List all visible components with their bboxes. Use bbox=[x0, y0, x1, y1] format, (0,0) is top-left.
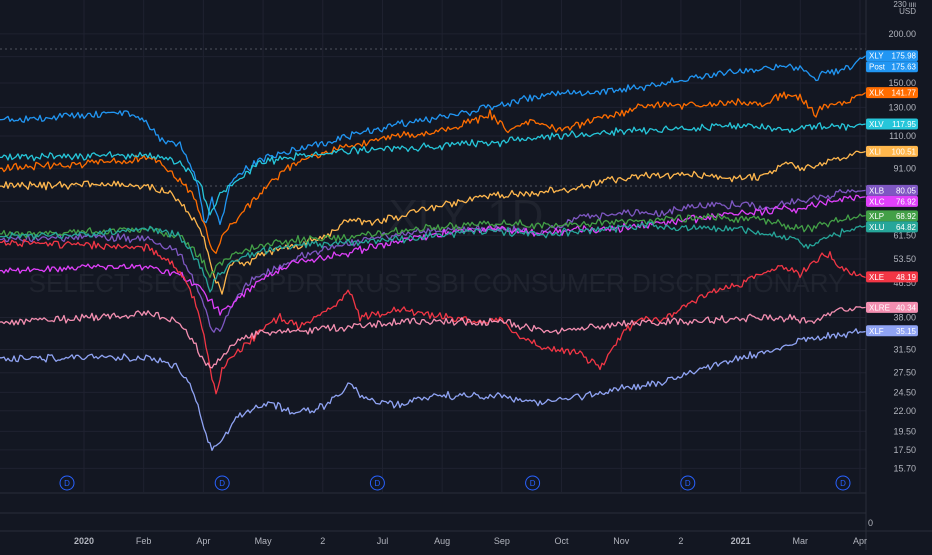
price-tick-label: 24.50 bbox=[893, 387, 916, 397]
time-tick-label: 2021 bbox=[731, 536, 751, 546]
last-value-label-value: 80.05 bbox=[896, 186, 917, 195]
last-value-label-name: XLF bbox=[869, 327, 884, 336]
last-value-label-name: XLP bbox=[869, 212, 884, 221]
price-tick-label: 15.70 bbox=[893, 463, 916, 473]
last-value-label-value: 175.63 bbox=[892, 63, 917, 72]
last-value-label-value: 100.51 bbox=[892, 147, 917, 156]
time-axis[interactable]: 2020 Feb Apr May 2 Jul Aug Sep Oct Nov 2 2021 Mar Apr bbox=[74, 536, 867, 546]
price-tick-label: 22.00 bbox=[893, 406, 916, 416]
last-value-label-value: 117.95 bbox=[892, 120, 916, 129]
last-value-label-xly: XLY 175.98 bbox=[866, 50, 918, 62]
last-value-label-value: 76.92 bbox=[896, 197, 917, 206]
last-value-label-name: XLV bbox=[869, 120, 884, 129]
time-tick-label: May bbox=[255, 536, 273, 546]
price-tick-label: 19.50 bbox=[893, 426, 916, 436]
series-line-xlp[interactable] bbox=[0, 213, 867, 278]
price-tick-label: 46.50 bbox=[893, 278, 916, 288]
series-line-xlc[interactable] bbox=[0, 194, 867, 316]
last-value-label-value: 175.98 bbox=[892, 52, 917, 61]
last-value-label-xlre: XLRE 40.34 bbox=[866, 301, 918, 313]
price-tick-label: 130.00 bbox=[888, 102, 916, 112]
price-tick-label: 91.00 bbox=[893, 163, 916, 173]
price-tick-label: 31.50 bbox=[893, 345, 916, 355]
time-tick-label: Feb bbox=[136, 536, 152, 546]
last-value-label-name: Post bbox=[869, 63, 886, 72]
series-line-xlf[interactable] bbox=[0, 328, 867, 451]
svg-text:D: D bbox=[64, 479, 70, 488]
watermark-name: SELECT SECTOR SPDR TRUST SBI CONSUMER DI… bbox=[29, 268, 846, 298]
series-line-xly[interactable] bbox=[0, 55, 867, 226]
time-tick-label: Apr bbox=[196, 536, 210, 546]
dividend-event-marker[interactable]: D bbox=[214, 475, 230, 491]
dividend-event-marker[interactable]: D bbox=[680, 475, 696, 491]
price-tick-label: 200.00 bbox=[888, 29, 916, 39]
time-tick-label: Mar bbox=[793, 536, 809, 546]
last-value-label-value: 141.77 bbox=[892, 89, 917, 98]
series-line-xlv[interactable] bbox=[0, 122, 867, 216]
last-value-label-xlv: XLV 117.95 bbox=[866, 118, 918, 130]
series-line-xli[interactable] bbox=[0, 150, 867, 295]
last-value-label-xle: XLE 48.19 bbox=[866, 271, 918, 283]
last-value-label-xlk: XLK 141.77 bbox=[866, 87, 918, 99]
last-value-label-xlb: XLB 80.05 bbox=[866, 184, 918, 196]
time-tick-label: 2 bbox=[320, 536, 325, 546]
price-tick-label: 17.50 bbox=[893, 445, 916, 455]
price-tick-label: 150.00 bbox=[888, 78, 916, 88]
dividend-event-marker[interactable]: D bbox=[59, 475, 75, 491]
last-value-label-xlf: XLF 35.15 bbox=[866, 325, 918, 337]
pane-tick: 0 bbox=[868, 518, 873, 528]
price-tick-label: 61.50 bbox=[893, 230, 916, 240]
price-axis-unit-2: USD bbox=[899, 7, 916, 16]
price-tick-label: 38.00 bbox=[893, 312, 916, 322]
time-tick-label: Oct bbox=[555, 536, 570, 546]
last-value-label-name: XLE bbox=[869, 273, 884, 282]
svg-text:D: D bbox=[219, 479, 225, 488]
time-tick-label: 2 bbox=[678, 536, 683, 546]
last-value-label-value: 35.15 bbox=[896, 327, 917, 336]
last-value-label-name: XLK bbox=[869, 89, 885, 98]
series-line-xlre[interactable] bbox=[0, 306, 867, 369]
last-value-label-xlc: XLC 76.92 bbox=[866, 195, 918, 207]
last-value-labels: XLY 175.98 Post 175.63 XLK 141.77 XLV 117.95 XLI… bbox=[866, 50, 918, 337]
price-tick-label: 53.50 bbox=[893, 254, 916, 264]
price-tick-label: 27.50 bbox=[893, 368, 916, 378]
time-tick-label: Nov bbox=[613, 536, 630, 546]
dividend-event-marker[interactable]: D bbox=[369, 475, 385, 491]
last-value-label-name: XLU bbox=[869, 223, 885, 232]
last-value-label-name: XLRE bbox=[869, 303, 890, 312]
series-line-xle[interactable] bbox=[0, 238, 867, 395]
last-value-label-value: 40.34 bbox=[896, 303, 917, 312]
last-value-label-xlu: XLU 64.82 bbox=[866, 221, 918, 233]
series-line-xlu[interactable] bbox=[0, 221, 867, 293]
last-value-label-value: 48.19 bbox=[896, 273, 917, 282]
last-value-label-value: 64.82 bbox=[896, 223, 917, 232]
time-tick-label: 2020 bbox=[74, 536, 94, 546]
dividend-event-marker[interactable]: D bbox=[835, 475, 851, 491]
price-axis-unit-1: 230 ιιιι bbox=[893, 0, 916, 9]
last-value-label-xlp: XLP 68.92 bbox=[866, 210, 918, 222]
time-tick-label: Jul bbox=[377, 536, 389, 546]
last-value-label-post: Post 175.63 bbox=[866, 61, 918, 73]
price-tick-label: 110.00 bbox=[889, 131, 916, 141]
time-tick-label: Sep bbox=[494, 536, 510, 546]
last-value-label-name: XLC bbox=[869, 197, 885, 206]
svg-text:D: D bbox=[530, 479, 536, 488]
series-line-xlk[interactable] bbox=[0, 91, 867, 254]
last-value-label-name: XLB bbox=[869, 186, 884, 195]
last-value-label-xli: XLI 100.51 bbox=[866, 145, 918, 157]
svg-text:D: D bbox=[840, 479, 846, 488]
time-tick-label: Apr bbox=[853, 536, 867, 546]
svg-text:D: D bbox=[685, 479, 691, 488]
series-layer bbox=[0, 55, 867, 451]
last-value-label-name: XLI bbox=[869, 147, 881, 156]
last-value-label-value: 68.92 bbox=[896, 212, 917, 221]
svg-text:D: D bbox=[375, 479, 381, 488]
last-value-label-name: XLY bbox=[869, 52, 884, 61]
dividend-event-marker[interactable]: D bbox=[525, 475, 541, 491]
time-tick-label: Aug bbox=[434, 536, 450, 546]
